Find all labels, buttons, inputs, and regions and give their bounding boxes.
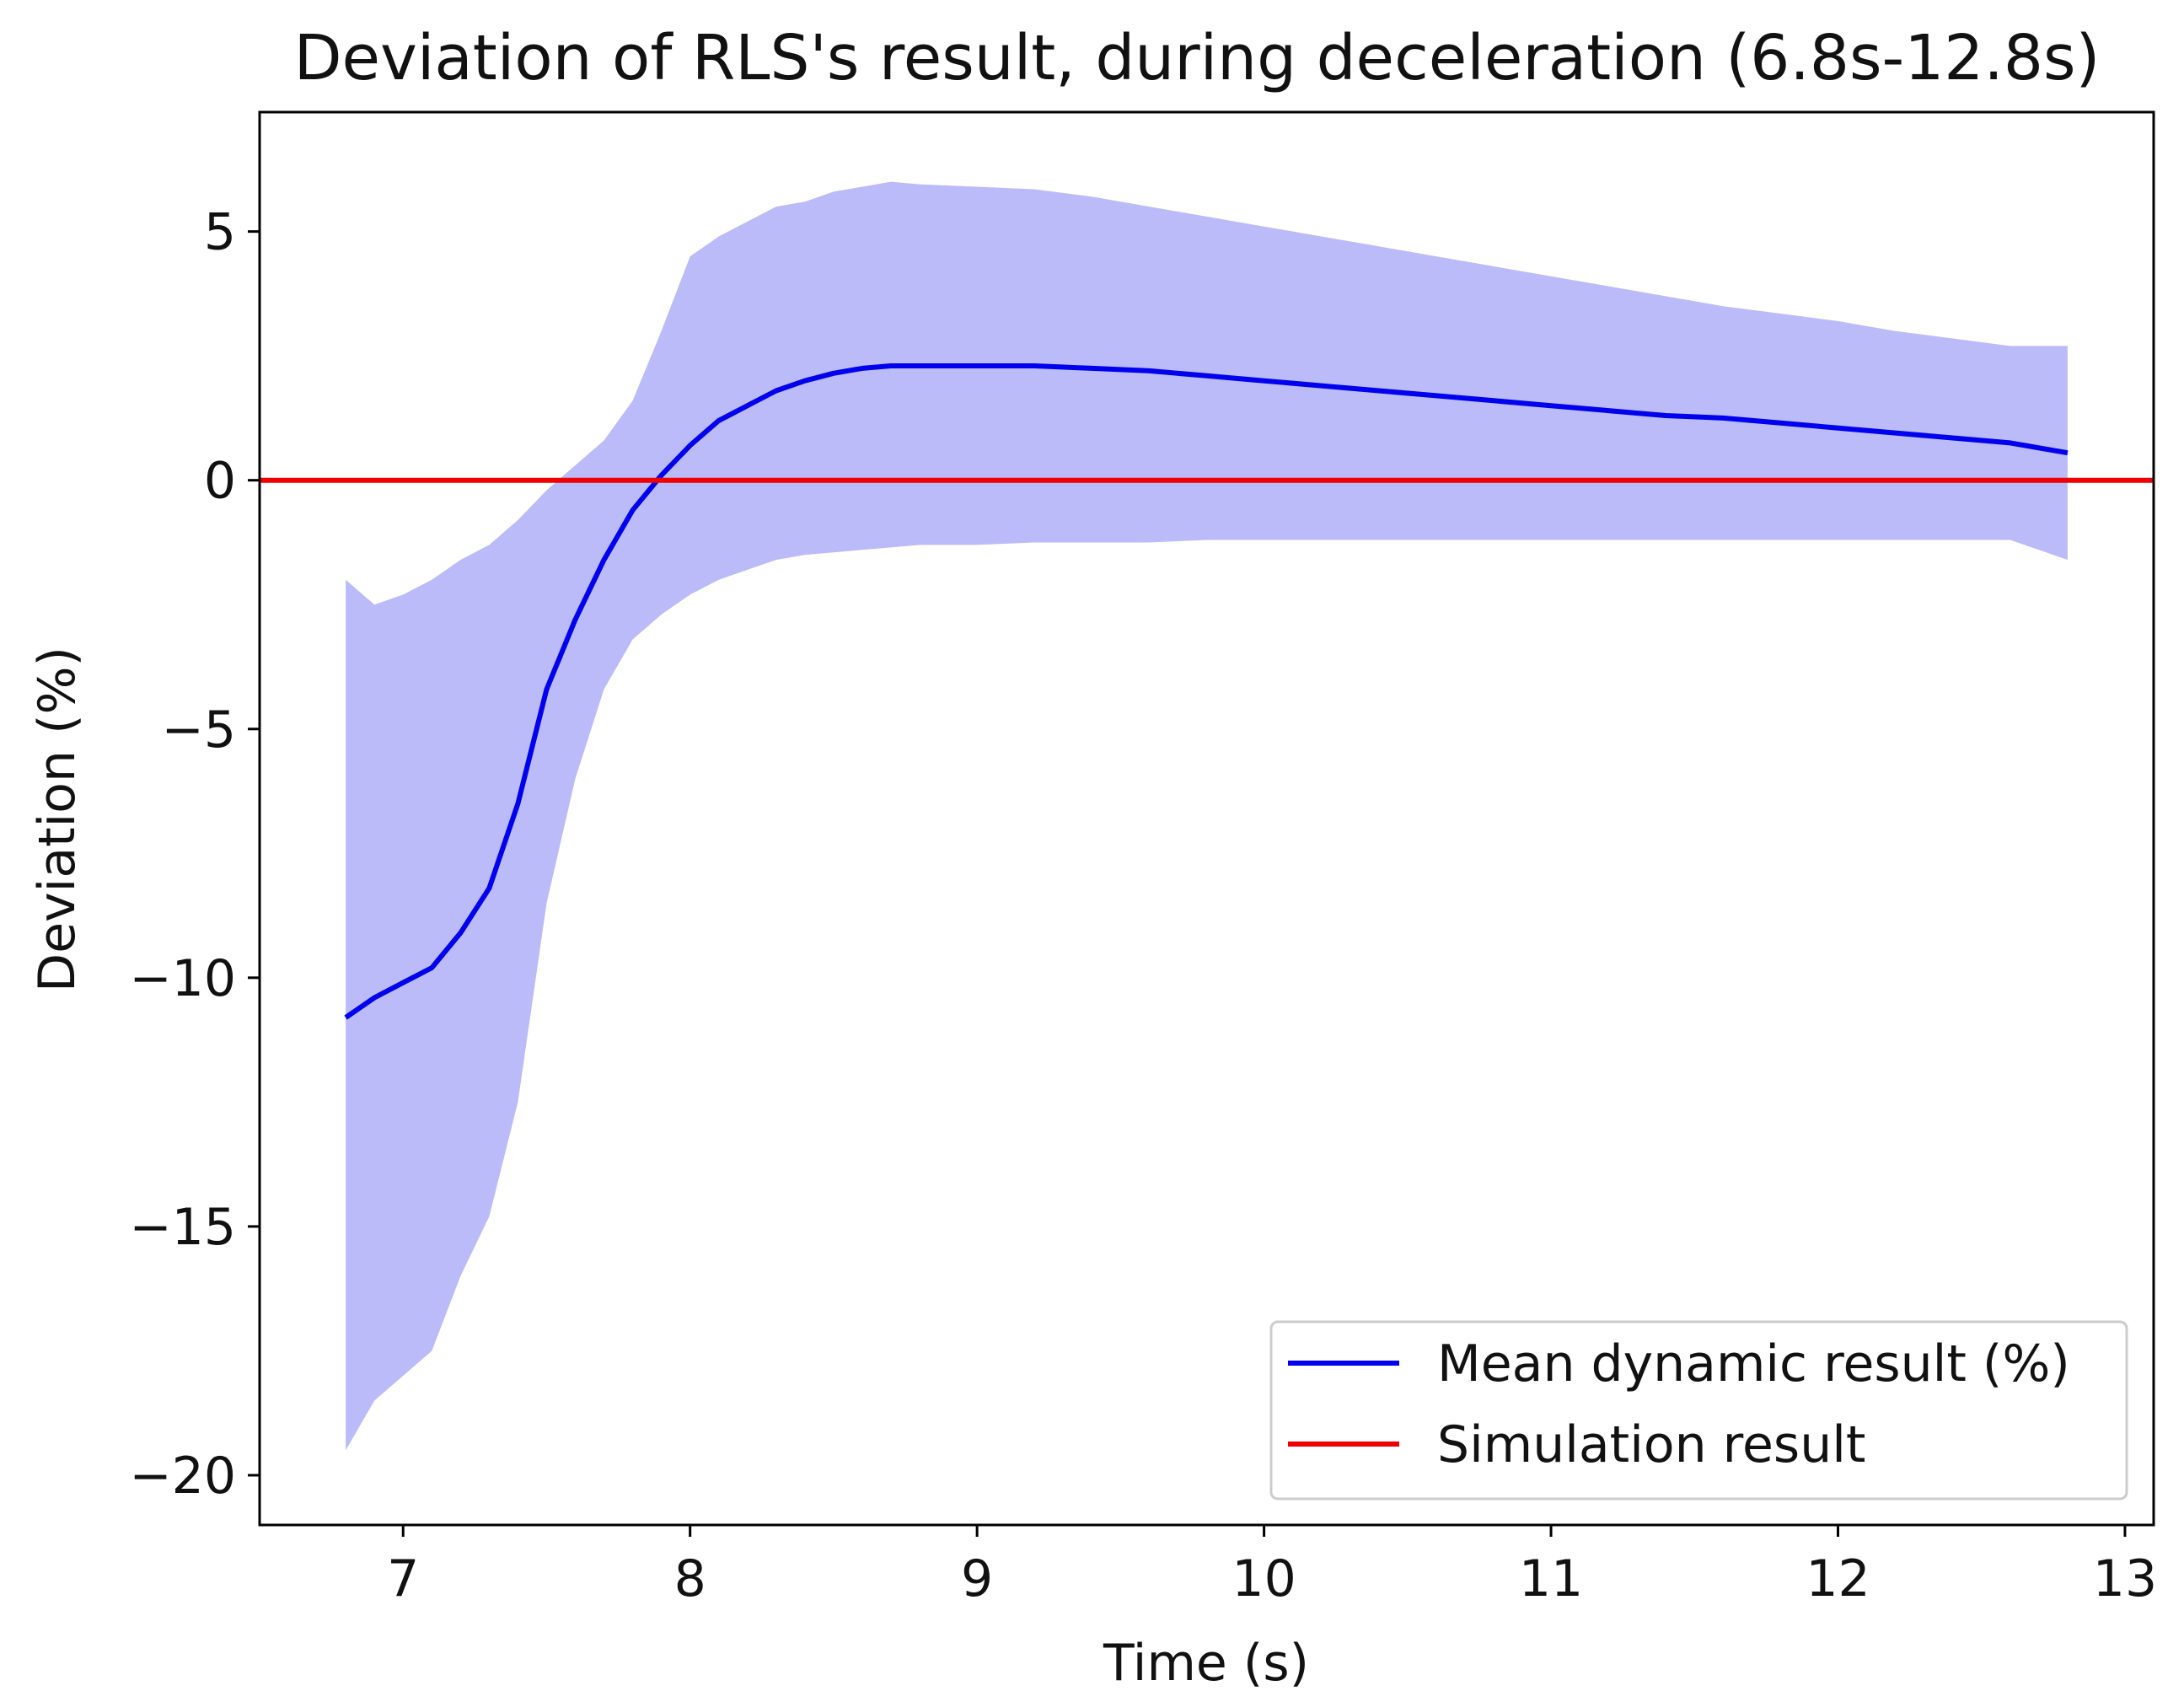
x-axis-label: Time (s) bbox=[1103, 1634, 1309, 1693]
x-tick-label: 7 bbox=[387, 1549, 419, 1608]
y-tick-label: −10 bbox=[129, 949, 236, 1008]
mean-dynamic-result-line bbox=[344, 363, 2069, 1020]
x-tick-label: 13 bbox=[2093, 1549, 2157, 1608]
x-axis: 7 8 9 10 11 12 13 bbox=[387, 1525, 2157, 1608]
y-axis: 5 0 −5 −10 −15 −20 bbox=[129, 203, 260, 1506]
x-tick-label: 12 bbox=[1806, 1549, 1870, 1608]
x-tick-label: 8 bbox=[674, 1549, 706, 1608]
y-tick-label: −20 bbox=[129, 1447, 236, 1506]
deviation-band bbox=[346, 181, 2068, 1451]
y-axis-label: Deviation (%) bbox=[28, 647, 87, 992]
x-tick-label: 9 bbox=[961, 1549, 993, 1608]
chart-title: Deviation of RLS's result, during decele… bbox=[294, 22, 2101, 94]
plot-frame bbox=[258, 110, 2155, 1527]
legend-label-mean-dynamic-result: Mean dynamic result (%) bbox=[1437, 1334, 2070, 1393]
y-tick-label: −5 bbox=[162, 701, 236, 760]
x-tick-label: 11 bbox=[1519, 1549, 1583, 1608]
legend-label-simulation-result: Simulation result bbox=[1437, 1415, 1865, 1474]
y-tick-label: 0 bbox=[204, 452, 236, 511]
y-tick-label: −15 bbox=[129, 1198, 236, 1257]
deviation-band-area bbox=[346, 181, 2068, 1451]
series-layer bbox=[260, 363, 2154, 1020]
plot-area bbox=[258, 110, 2155, 1527]
legend-box bbox=[1269, 1320, 2128, 1501]
x-tick-label: 10 bbox=[1232, 1549, 1296, 1608]
y-tick-label: 5 bbox=[204, 203, 236, 262]
legend: Mean dynamic result (%) Simulation resul… bbox=[1269, 1320, 2128, 1501]
